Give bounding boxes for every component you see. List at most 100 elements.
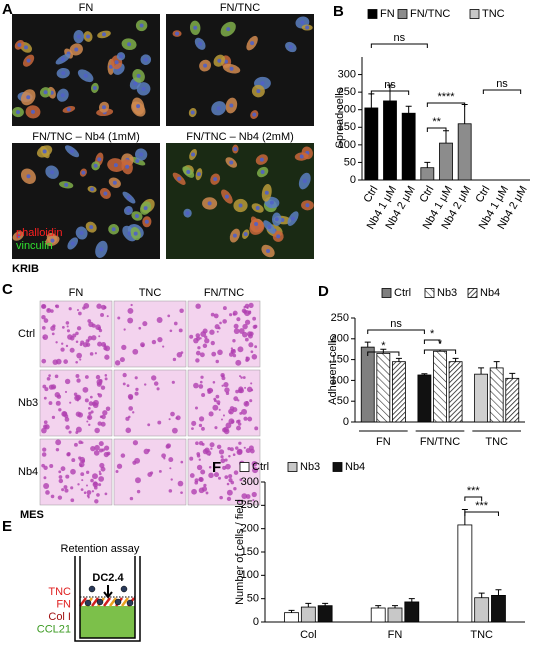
cell (64, 488, 69, 493)
cell (191, 488, 197, 495)
nucleus (305, 203, 310, 208)
coating-stripe (121, 597, 129, 607)
nucleus (99, 247, 104, 252)
cell (134, 457, 141, 464)
cell (198, 416, 205, 422)
nucleus (70, 241, 75, 246)
cell (84, 375, 89, 379)
cell (219, 321, 222, 325)
panel-letter: B (333, 3, 344, 20)
cell (172, 357, 177, 362)
cell (75, 340, 79, 343)
bar (474, 597, 490, 623)
cell (41, 452, 47, 457)
cell (134, 376, 138, 380)
cell (116, 463, 123, 469)
cell (180, 351, 184, 355)
nucleus (31, 109, 36, 114)
cell (238, 441, 242, 445)
cell (104, 445, 110, 451)
cell (208, 472, 214, 479)
cell (92, 402, 99, 409)
cell (64, 417, 70, 422)
cell (237, 399, 240, 402)
cell (206, 450, 212, 456)
cell (195, 350, 201, 356)
cell (58, 478, 64, 484)
cell (232, 353, 237, 358)
nucleus (92, 85, 97, 90)
cell (214, 426, 218, 430)
cell (233, 487, 237, 491)
cell (84, 398, 89, 403)
cell (50, 494, 55, 499)
nucleus (136, 73, 141, 78)
cell (216, 330, 219, 333)
error-bar (322, 602, 329, 606)
cell (230, 347, 234, 350)
micrograph (113, 438, 187, 506)
cell (213, 397, 217, 401)
cell (68, 430, 72, 434)
cell (200, 375, 204, 379)
cell (232, 453, 236, 457)
cell (41, 304, 47, 309)
cell (88, 423, 91, 427)
y-tick-label: 100 (241, 569, 259, 581)
cell (198, 477, 204, 483)
cell (92, 481, 99, 488)
cell (197, 346, 201, 350)
nucleus (175, 31, 180, 36)
cell (199, 380, 203, 384)
cell (79, 358, 82, 361)
nucleus (135, 159, 140, 164)
cell (76, 326, 82, 331)
cell (248, 342, 254, 348)
cell (235, 359, 242, 366)
cell (226, 496, 232, 502)
cell (199, 352, 205, 358)
cell (210, 447, 213, 450)
cell (243, 305, 247, 309)
cell (238, 328, 245, 334)
cell (226, 482, 230, 486)
nucleus (177, 176, 182, 181)
cell (251, 354, 258, 360)
nucleus (302, 179, 307, 184)
bar (474, 373, 488, 423)
cell (221, 384, 224, 387)
column-label: FN/TNC (204, 287, 244, 299)
nucleus (79, 231, 84, 236)
legend-label: FN (380, 8, 395, 20)
nucleus (229, 66, 234, 71)
cell (151, 339, 157, 345)
coating-stripe (103, 597, 111, 607)
cell (58, 475, 63, 479)
nucleus (139, 152, 144, 157)
bar (317, 605, 333, 623)
nucleus (102, 105, 107, 110)
cell (250, 382, 253, 385)
cell (98, 472, 102, 476)
column-label: TNC (139, 287, 162, 299)
nucleus (256, 89, 261, 94)
nucleus (111, 227, 116, 232)
cell (233, 396, 239, 402)
nucleus (299, 154, 304, 159)
cell (41, 314, 46, 320)
legend-label: Nb3 (300, 461, 320, 473)
cell (75, 430, 79, 434)
nucleus (224, 194, 229, 199)
row-label: Nb4 (18, 466, 38, 478)
cell (142, 321, 148, 327)
y-tick-label: 50 (337, 395, 349, 407)
cell (104, 377, 108, 381)
nucleus (26, 58, 31, 63)
cell (75, 426, 82, 433)
cell (95, 324, 101, 331)
cell (54, 374, 59, 379)
nucleus (42, 149, 47, 154)
nucleus (266, 249, 271, 254)
panel-letter: A (2, 1, 13, 18)
cell (130, 303, 133, 307)
